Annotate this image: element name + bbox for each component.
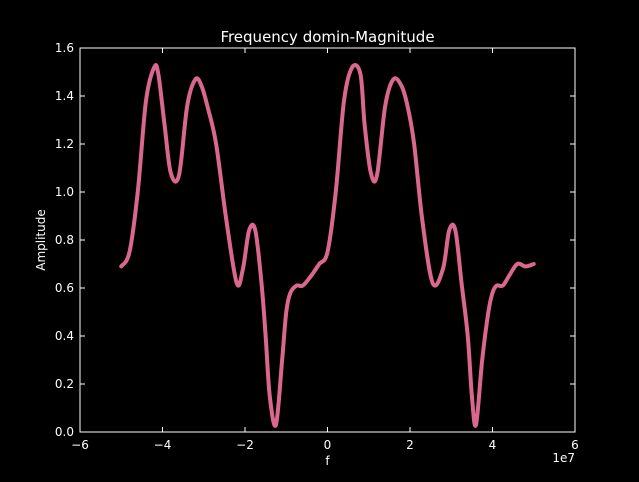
x-axis-label: f — [325, 454, 330, 468]
x-tick-label: 6 — [571, 438, 579, 452]
x-tick-label: −6 — [71, 438, 89, 452]
y-axis-label: Amplitude — [34, 209, 48, 271]
y-tick-label: 0.0 — [55, 425, 74, 439]
x-tick-label: −4 — [154, 438, 172, 452]
x-tick-label: 4 — [489, 438, 497, 452]
y-tick-label: 0.2 — [55, 377, 74, 391]
y-tick-label: 0.8 — [55, 233, 74, 247]
y-tick-label: 1.0 — [55, 185, 74, 199]
x-tick-label: 2 — [406, 438, 414, 452]
y-tick-label: 1.6 — [55, 41, 74, 55]
y-tick-label: 0.4 — [55, 329, 74, 343]
y-tick-label: 1.2 — [55, 137, 74, 151]
chart-title: Frequency domin-Magnitude — [220, 28, 434, 46]
x-tick-label: −2 — [236, 438, 254, 452]
plot-area — [119, 63, 536, 428]
axis-ticks: −6 −4 −2 0 2 4 6 0.0 0.2 0.4 0.6 0.8 1.0 1.2 1.4 1.6 — [55, 41, 579, 452]
y-tick-label: 0.6 — [55, 281, 74, 295]
x-offset-label: 1e7 — [552, 451, 575, 465]
series-line-0 — [119, 63, 536, 428]
y-tick-label: 1.4 — [55, 89, 74, 103]
x-tick-label: 0 — [324, 438, 332, 452]
